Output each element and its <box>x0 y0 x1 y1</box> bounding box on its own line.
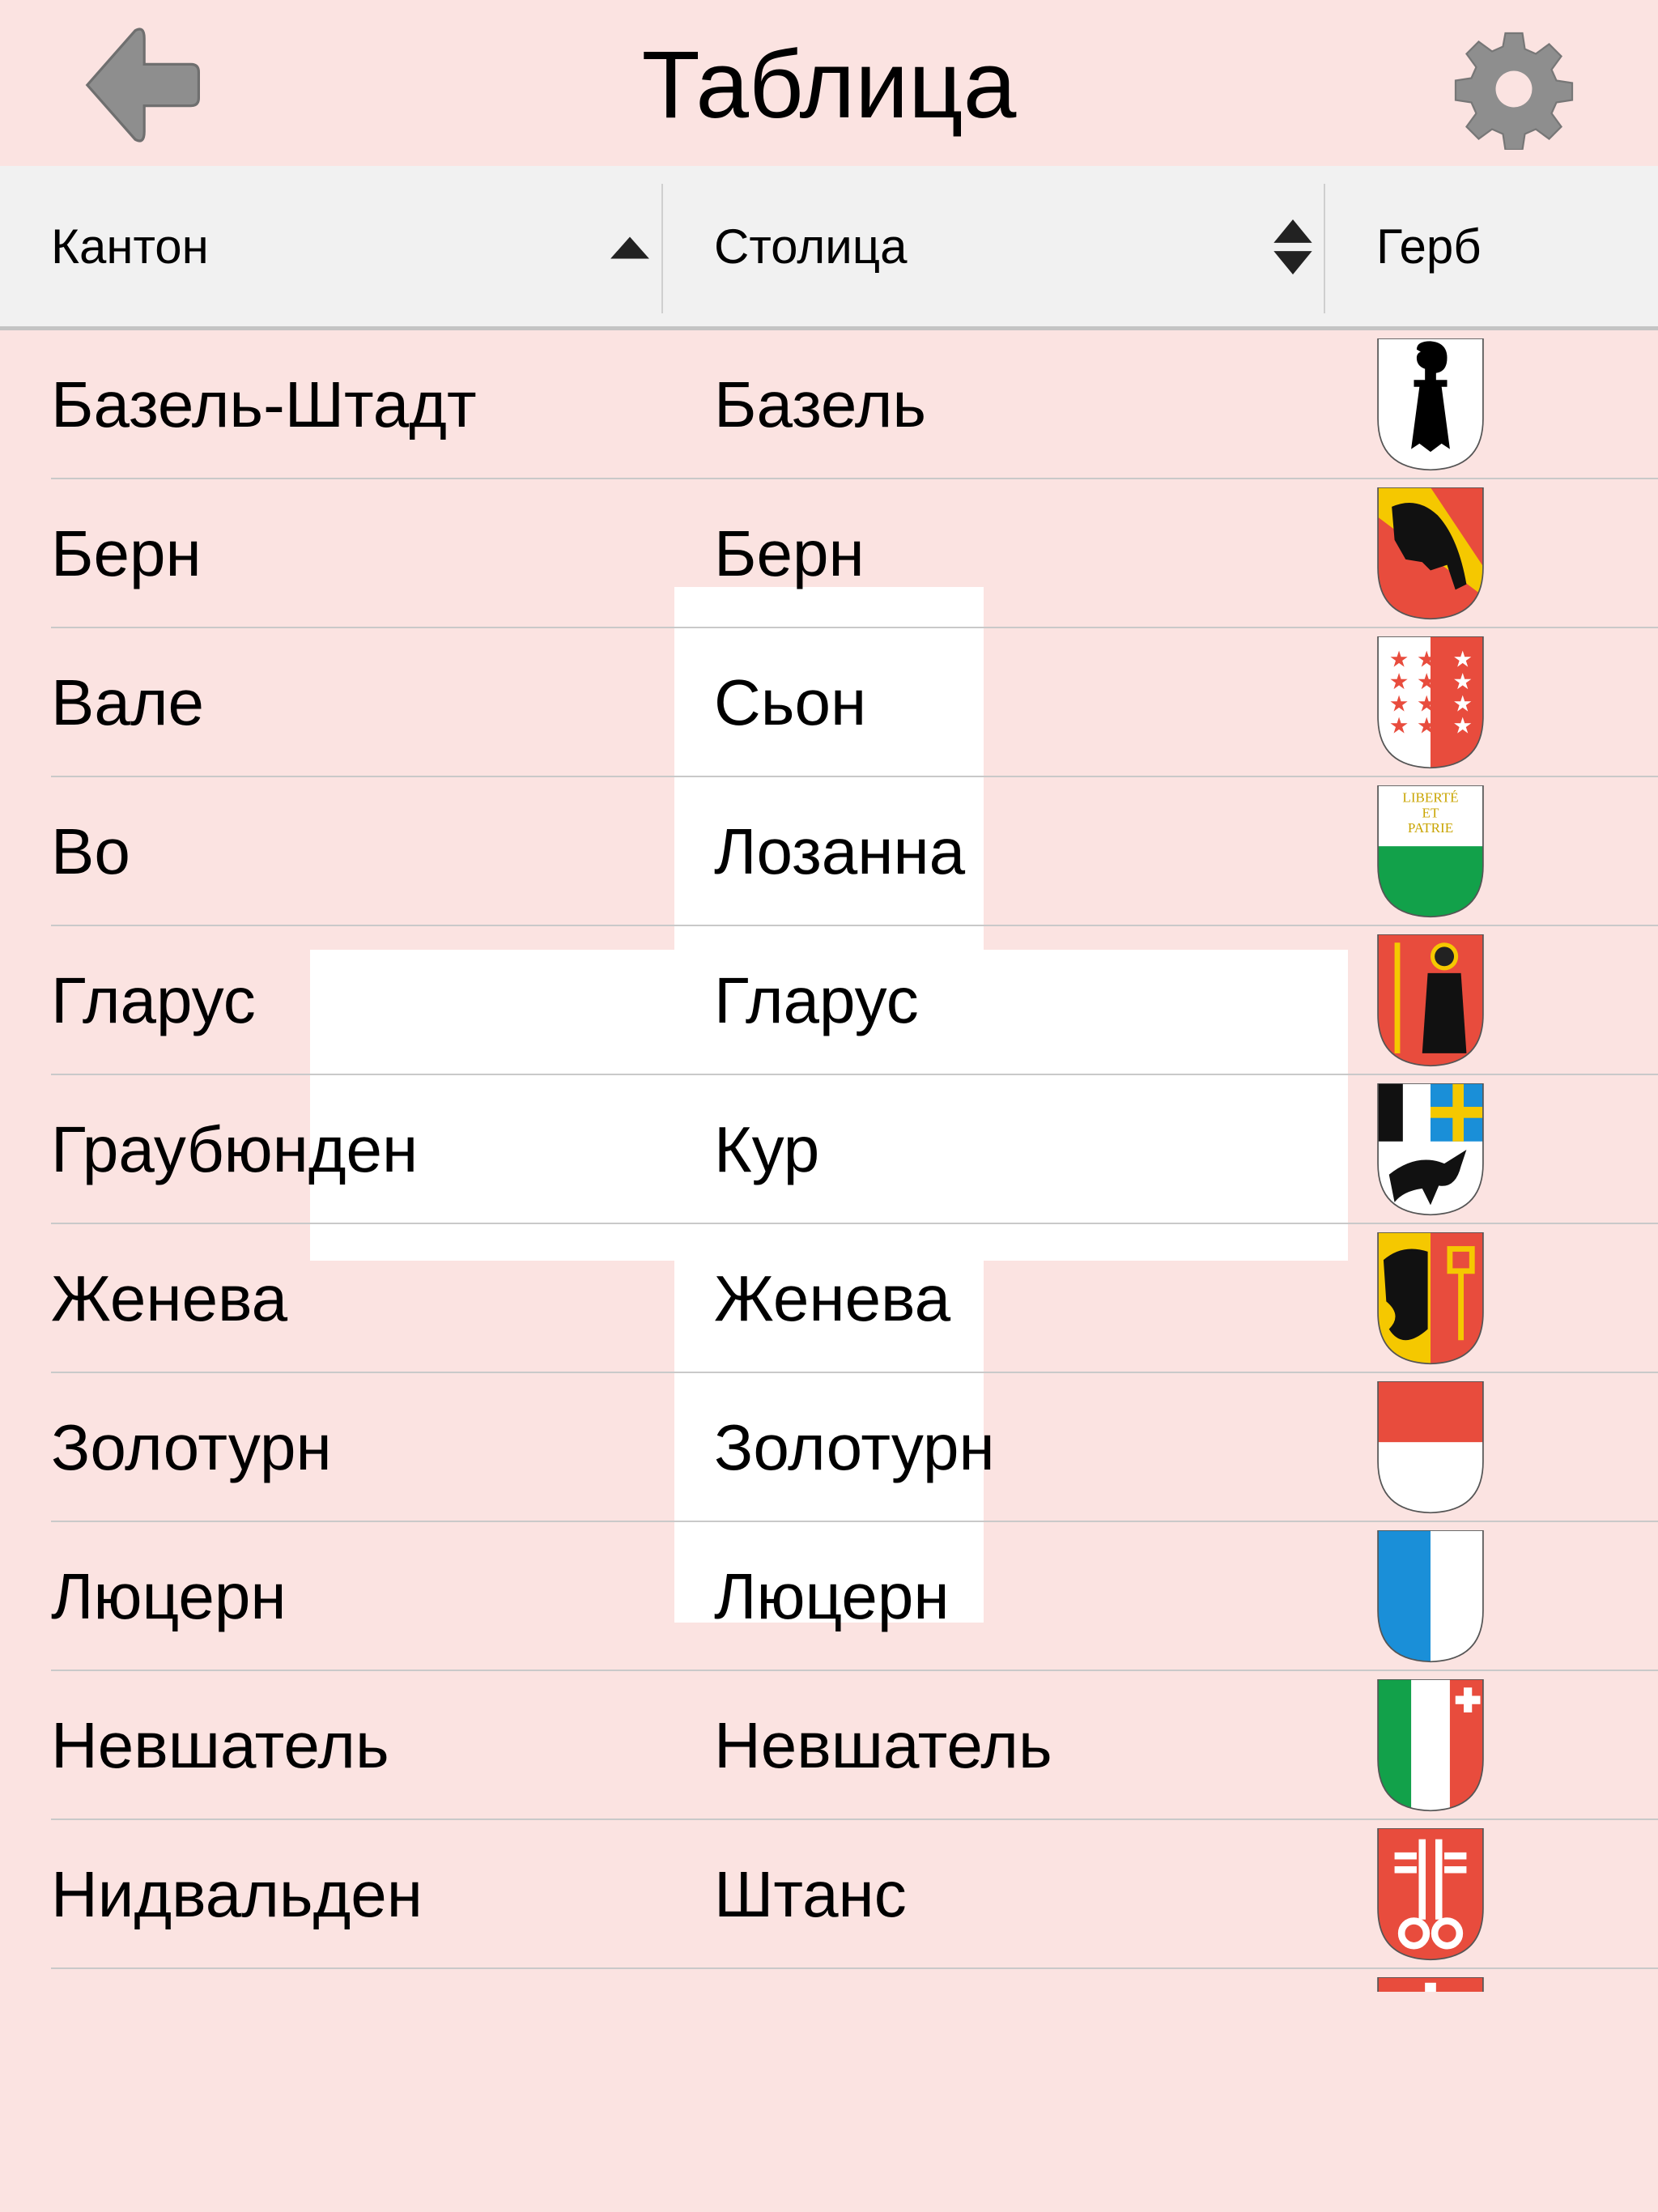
sort-toggle-icon <box>1273 219 1312 274</box>
table-row[interactable]: Невшатель Невшатель <box>0 1671 1658 1820</box>
capital-cell: Гларус <box>714 964 919 1036</box>
svg-text:★: ★ <box>1452 691 1473 716</box>
table-row[interactable]: Нидвальден Штанс <box>0 1820 1658 1969</box>
coat-of-arms-geneva-icon <box>1377 1232 1484 1365</box>
coat-of-arms-solothurn-icon <box>1377 1381 1484 1514</box>
canton-cell: Золотурн <box>51 1411 332 1483</box>
capital-cell: Женева <box>714 1262 951 1334</box>
svg-text:★: ★ <box>1417 713 1437 738</box>
canton-cell: Вале <box>51 666 205 738</box>
capital-cell: Штанс <box>714 1858 907 1930</box>
table-row[interactable]: Во Лозанна LIBERTÉ ET PATRIE <box>0 777 1658 926</box>
table-row[interactable]: Люцерн Люцерн <box>0 1522 1658 1671</box>
svg-text:★: ★ <box>1389 713 1409 738</box>
canton-cell: Невшатель <box>51 1709 389 1781</box>
row-divider <box>51 478 1658 479</box>
column-label: Столица <box>714 219 908 274</box>
row-divider <box>51 1372 1658 1373</box>
svg-text:★: ★ <box>1389 647 1409 672</box>
column-header-canton[interactable]: Кантон <box>0 166 661 326</box>
row-divider <box>51 627 1658 628</box>
row-divider <box>51 1967 1658 1969</box>
svg-text:★: ★ <box>1417 669 1437 694</box>
page-title: Таблица <box>641 32 1017 138</box>
canton-cell: Люцерн <box>51 1560 287 1632</box>
capital-cell: Кур <box>714 1113 820 1185</box>
column-header-capital[interactable]: Столица <box>663 166 1324 326</box>
table-row[interactable]: Базель-Штадт Базель <box>0 330 1658 479</box>
row-divider <box>51 1521 1658 1522</box>
table-row[interactable]: Женева Женева <box>0 1224 1658 1373</box>
column-divider <box>1324 184 1325 313</box>
svg-text:★: ★ <box>1452 669 1473 694</box>
canton-cell: Гларус <box>51 964 256 1036</box>
coat-of-arms-bern-icon <box>1377 487 1484 620</box>
table-body[interactable]: Базель-Штадт Базель Берн Берн Вале Сьон … <box>0 330 1658 1992</box>
column-label: Герб <box>1376 219 1482 274</box>
capital-cell: Люцерн <box>714 1560 950 1632</box>
column-divider <box>661 184 663 313</box>
canton-cell: Берн <box>51 517 202 589</box>
coat-of-arms-basel-icon <box>1377 338 1484 471</box>
svg-text:★: ★ <box>1452 647 1473 672</box>
svg-text:★: ★ <box>1417 691 1437 716</box>
svg-text:★: ★ <box>1452 713 1473 738</box>
top-bar: Таблица <box>0 0 1658 166</box>
table-row[interactable]: Граубюнден Кур <box>0 1075 1658 1224</box>
capital-cell: Базель <box>714 368 927 440</box>
capital-cell: Невшатель <box>714 1709 1052 1781</box>
settings-button[interactable] <box>1453 28 1575 151</box>
coat-of-arms-valais-icon: ★ ★ ★★ ★ ★★ ★ ★★ ★ ★ <box>1377 636 1484 769</box>
coat-of-arms-luzern-icon <box>1377 1530 1484 1663</box>
capital-cell: Лозанна <box>714 815 966 887</box>
canton-cell: Нидвальден <box>51 1858 423 1930</box>
row-divider <box>51 776 1658 777</box>
capital-cell: Сьон <box>714 666 867 738</box>
column-header-coat: Герб <box>1325 166 1658 326</box>
table-row[interactable]: Золотурн Золотурн <box>0 1373 1658 1522</box>
capital-cell: Берн <box>714 517 865 589</box>
row-divider <box>51 1074 1658 1075</box>
svg-text:★: ★ <box>1417 647 1437 672</box>
svg-text:PATRIE: PATRIE <box>1408 820 1453 836</box>
coat-of-arms-obwalden-icon <box>1377 1977 1484 1992</box>
canton-cell: Базель-Штадт <box>51 368 477 440</box>
svg-text:ET: ET <box>1422 805 1439 820</box>
row-divider <box>51 925 1658 926</box>
table-header: Кантон Столица Герб <box>0 166 1658 330</box>
table-row[interactable] <box>0 1969 1658 1992</box>
row-divider <box>51 1670 1658 1671</box>
back-button[interactable] <box>77 20 206 150</box>
sort-ascending-icon <box>610 236 649 259</box>
back-arrow-icon <box>85 28 200 143</box>
table-row[interactable]: Гларус Гларус <box>0 926 1658 1075</box>
svg-text:★: ★ <box>1389 669 1409 694</box>
coat-of-arms-nidwalden-icon <box>1377 1828 1484 1961</box>
coat-of-arms-graubunden-icon <box>1377 1083 1484 1216</box>
background-cross-horizontal <box>310 950 1348 1261</box>
table-row[interactable]: Берн Берн <box>0 479 1658 628</box>
capital-cell: Золотурн <box>714 1411 995 1483</box>
svg-text:LIBERTÉ: LIBERTÉ <box>1402 790 1458 806</box>
canton-cell: Во <box>51 815 130 887</box>
svg-text:★: ★ <box>1389 691 1409 716</box>
canton-cell: Женева <box>51 1262 288 1334</box>
row-divider <box>51 1223 1658 1224</box>
table-row[interactable]: Вале Сьон ★ ★ ★ ★ ★ ★ ★ ★ ★ ★ ★ ★ <box>0 628 1658 777</box>
column-label: Кантон <box>51 219 209 274</box>
gear-icon <box>1454 32 1574 151</box>
canton-cell: Граубюнден <box>51 1113 419 1185</box>
coat-of-arms-neuchatel-icon <box>1377 1679 1484 1812</box>
row-divider <box>51 1819 1658 1820</box>
coat-of-arms-glarus-icon <box>1377 934 1484 1067</box>
